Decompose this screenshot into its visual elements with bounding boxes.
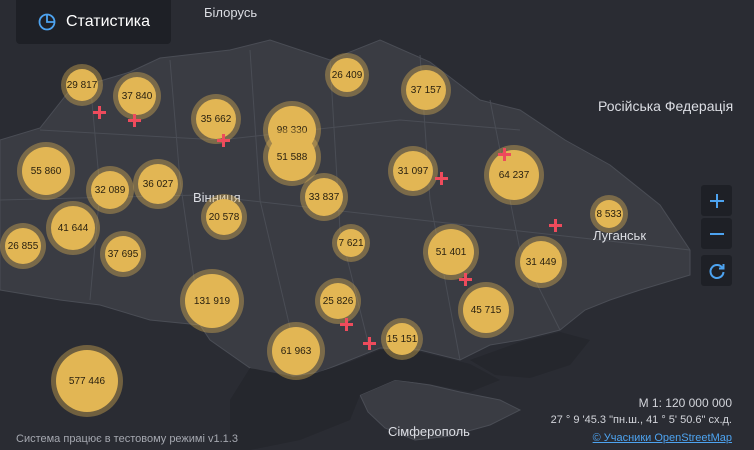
plus-icon bbox=[709, 193, 724, 208]
medical-cross-marker[interactable] bbox=[435, 172, 448, 185]
place-label-russia: Російська Федерація bbox=[598, 98, 734, 114]
refresh-button[interactable] bbox=[701, 255, 732, 286]
medical-cross-marker[interactable] bbox=[549, 219, 562, 232]
sea-of-azov bbox=[470, 332, 590, 378]
medical-cross-marker[interactable] bbox=[498, 148, 511, 161]
cluster-marker[interactable]: 8 533 bbox=[595, 200, 623, 228]
statistics-label: Статистика bbox=[66, 13, 151, 30]
place-label-belarus: Білорусь bbox=[204, 5, 258, 20]
statistics-button[interactable]: Статистика bbox=[16, 0, 171, 44]
cluster-marker[interactable]: 25 826 bbox=[320, 283, 356, 319]
cluster-marker[interactable]: 32 089 bbox=[91, 171, 129, 209]
zoom-in-button[interactable] bbox=[701, 185, 732, 216]
cluster-marker[interactable]: 7 621 bbox=[337, 229, 365, 257]
system-status-text: Система працює в тестовому режимі v1.1.3 bbox=[16, 433, 238, 445]
cluster-marker[interactable]: 577 446 bbox=[56, 350, 118, 412]
place-label-simferopol: Сімферополь bbox=[388, 424, 470, 439]
medical-cross-marker[interactable] bbox=[128, 114, 141, 127]
cluster-marker[interactable]: 15 151 bbox=[386, 323, 418, 355]
cluster-marker[interactable]: 29 817 bbox=[66, 69, 98, 101]
cluster-marker[interactable]: 37 840 bbox=[118, 77, 156, 115]
medical-cross-marker[interactable] bbox=[363, 337, 376, 350]
cluster-marker[interactable]: 45 715 bbox=[463, 287, 509, 333]
cluster-marker[interactable]: 36 027 bbox=[138, 164, 178, 204]
cluster-marker[interactable]: 41 644 bbox=[51, 206, 95, 250]
cluster-marker[interactable]: 55 860 bbox=[22, 147, 70, 195]
cluster-marker[interactable]: 33 837 bbox=[305, 178, 343, 216]
cluster-marker[interactable]: 35 662 bbox=[196, 99, 236, 139]
cluster-marker[interactable]: 37 157 bbox=[406, 70, 446, 110]
cursor-coordinates: 27 ° 9 '45.3 "пн.ш., 41 ° 5' 50.6" сх.д. bbox=[550, 414, 732, 426]
osm-attribution-link[interactable]: © Учасники OpenStreetMap bbox=[592, 432, 732, 444]
cluster-marker[interactable]: 26 855 bbox=[5, 228, 41, 264]
cluster-marker[interactable]: 31 449 bbox=[520, 241, 562, 283]
zoom-out-button[interactable] bbox=[701, 218, 732, 249]
medical-cross-marker[interactable] bbox=[93, 106, 106, 119]
medical-cross-marker[interactable] bbox=[340, 318, 353, 331]
place-label-luhansk: Луганськ bbox=[593, 228, 647, 243]
cluster-marker[interactable]: 51 588 bbox=[268, 133, 316, 181]
medical-cross-marker[interactable] bbox=[217, 134, 230, 147]
cluster-marker[interactable]: 37 695 bbox=[105, 236, 141, 272]
crimea bbox=[359, 379, 522, 441]
cluster-marker[interactable]: 131 919 bbox=[185, 274, 239, 328]
map-scale: М 1: 120 000 000 bbox=[638, 396, 732, 410]
cluster-marker[interactable]: 26 409 bbox=[330, 58, 364, 92]
cluster-marker[interactable]: 61 963 bbox=[272, 327, 320, 375]
pie-chart-icon bbox=[38, 13, 56, 31]
cluster-marker[interactable]: 51 401 bbox=[428, 229, 474, 275]
medical-cross-marker[interactable] bbox=[459, 273, 472, 286]
ukraine-territory bbox=[0, 39, 691, 379]
cluster-marker[interactable]: 20 578 bbox=[206, 199, 242, 235]
cluster-marker[interactable]: 31 097 bbox=[393, 151, 433, 191]
refresh-icon bbox=[709, 263, 724, 279]
minus-icon bbox=[709, 232, 724, 235]
sea-area bbox=[230, 350, 500, 450]
cluster-marker[interactable]: 64 237 bbox=[489, 150, 539, 200]
